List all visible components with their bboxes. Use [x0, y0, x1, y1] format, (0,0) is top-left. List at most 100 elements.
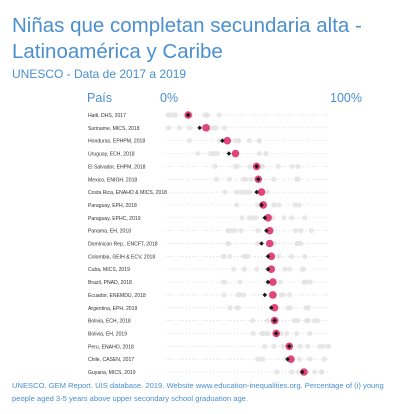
- subgroup-dot: [259, 330, 265, 337]
- chart-row: Bolivia, ECH, 2018: [88, 316, 330, 325]
- axis-min-label: 0%: [160, 91, 179, 105]
- average-marker: [285, 356, 290, 362]
- subgroup-dot: [305, 343, 311, 349]
- girls-marker: [231, 149, 240, 158]
- row-label: Dominican Rep., ENCFT, 2018: [88, 242, 158, 248]
- subgroup-dot: [263, 150, 269, 157]
- subgroup-dot: [225, 240, 231, 247]
- average-marker: [254, 189, 259, 195]
- subgroup-dot: [212, 125, 218, 131]
- average-marker: [226, 151, 232, 156]
- row-label: Paraguay, EPH, 2018: [88, 203, 137, 209]
- chart-row: Argentina, EPH, 2019: [88, 303, 330, 312]
- subgroup-dot: [277, 279, 283, 285]
- subgroup-dot: [321, 356, 327, 362]
- subgroup-dot: [233, 189, 239, 195]
- subgroup-dot: [271, 176, 277, 182]
- average-marker: [273, 331, 279, 336]
- subgroup-dot: [296, 202, 302, 208]
- subgroup-dot: [166, 125, 172, 131]
- axis-max-label: 100%: [330, 91, 362, 105]
- subgroup-dot: [282, 266, 288, 272]
- subgroup-dot: [278, 330, 284, 337]
- chart-row: Ecuador, ENEMDU, 2018: [88, 291, 330, 299]
- subgroup-dot: [256, 138, 262, 144]
- average-marker: [259, 202, 264, 208]
- subgroup-dot: [262, 343, 268, 349]
- row-label: Mexico, ENIGH, 2018: [88, 177, 137, 183]
- subgroup-dot: [289, 215, 295, 221]
- row-label: Haiti, DHS, 2017: [88, 113, 126, 119]
- chart-row: Panama, EH, 2018: [88, 226, 330, 235]
- girls-marker: [202, 124, 210, 132]
- chart-row: Paraguay, EPH, 2018: [88, 201, 330, 209]
- subgroup-dot: [252, 215, 258, 221]
- source-note: UNESCO. GEM Report. UIS database. 2019. …: [12, 381, 384, 403]
- subgroup-dot: [294, 330, 300, 337]
- subgroup-dot: [241, 266, 247, 272]
- average-marker: [255, 176, 261, 182]
- subgroup-dot: [247, 163, 253, 169]
- chart-row: Chile, CASEN, 2017: [88, 355, 330, 363]
- subgroup-dot: [226, 176, 233, 182]
- average-marker: [265, 266, 271, 272]
- subgroup-dot: [265, 330, 271, 337]
- average-marker: [286, 344, 292, 349]
- subgroup-dot: [246, 215, 252, 221]
- chart-row: Peru, ENAHO, 2018: [88, 342, 331, 350]
- subgroup-dot: [221, 125, 227, 131]
- chart-row: Costa Rica, ENAHO & MICS, 2018: [88, 188, 330, 196]
- subgroup-dot: [227, 253, 233, 259]
- chart-row: Dominican Rep., ENCFT, 2018: [88, 239, 330, 248]
- average-marker: [254, 164, 259, 169]
- subgroup-dot: [271, 202, 277, 208]
- row-label: Uruguay, ECH, 2018: [88, 152, 135, 158]
- subgroup-dot: [300, 266, 307, 272]
- chart-row: Bolivia, EH, 2019: [88, 329, 330, 337]
- chart-row: Colombia, GEIH & ECV, 2018: [88, 252, 330, 260]
- girls-marker: [270, 303, 279, 312]
- subgroup-dot: [276, 253, 282, 259]
- subgroup-dot: [186, 138, 193, 144]
- chart-row: Cuba, MICS, 2019: [88, 265, 330, 273]
- average-marker: [299, 369, 305, 375]
- chart-row: Suriname, MICS, 2018: [88, 124, 330, 132]
- girls-marker: [223, 136, 232, 145]
- subgroup-dot: [238, 189, 244, 195]
- row-label: Brazil, PNAD, 2018: [88, 280, 132, 286]
- subgroup-dot: [318, 369, 324, 375]
- chart-row: Guyana, MICS, 2019: [88, 368, 330, 376]
- subgroup-dot: [227, 305, 233, 311]
- row-label: El Salvador, EHPM, 2018: [88, 164, 146, 170]
- subgroup-dot: [250, 330, 256, 337]
- subgroup-dot: [295, 369, 301, 375]
- subgroup-dot: [187, 125, 193, 131]
- subgroup-dot: [264, 189, 270, 195]
- subgroup-dot: [238, 228, 244, 234]
- subgroup-dot: [308, 228, 314, 234]
- subgroup-dot: [241, 253, 247, 259]
- subgroup-dot: [240, 292, 247, 298]
- subgroup-dot: [173, 112, 179, 118]
- chart-subtitle: UNESCO - Data de 2017 a 2019: [12, 67, 187, 81]
- subgroup-dot: [232, 138, 238, 144]
- subgroup-dot: [225, 228, 231, 234]
- chart-row: Mexico, ENIGH, 2018: [88, 175, 330, 183]
- subgroup-dot: [271, 343, 277, 349]
- girls-marker: [265, 239, 274, 248]
- subgroup-dot: [302, 215, 308, 221]
- subgroup-dot: [280, 292, 286, 298]
- subgroup-dot: [213, 176, 220, 182]
- subgroup-dot: [232, 228, 238, 234]
- subgroup-dot: [286, 292, 292, 298]
- subgroup-dot: [232, 163, 238, 169]
- subgroup-dot: [297, 343, 303, 349]
- chart-row: Paraguay, EPHC, 2019: [88, 214, 330, 222]
- average-marker: [265, 279, 271, 285]
- subgroup-dot: [254, 266, 260, 272]
- subgroup-dot: [250, 318, 256, 324]
- row-label: Suriname, MICS, 2018: [88, 126, 140, 132]
- row-label: Bolivia, ECH, 2018: [88, 319, 131, 325]
- subgroup-dot: [305, 318, 311, 324]
